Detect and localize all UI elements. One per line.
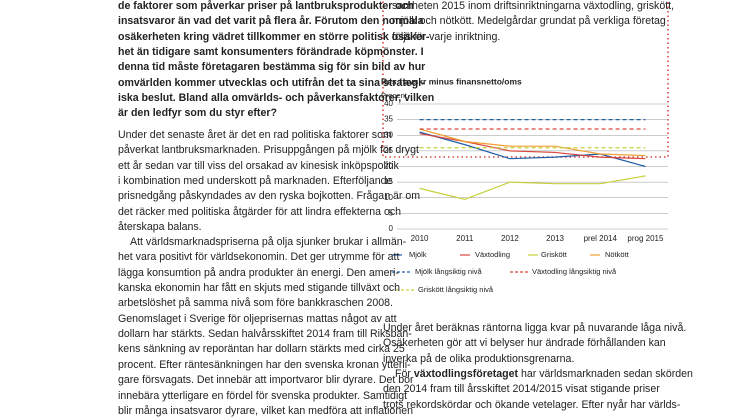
- y-tick-label: 40: [384, 99, 393, 108]
- box-line: följs för varje inriktning.: [392, 30, 501, 43]
- intro-line: är den ledfyr som du styr efter?: [118, 107, 277, 120]
- x-tick-label: 2012: [501, 234, 519, 243]
- body-line: arbetslöshet på samma nivå som före bank…: [118, 297, 393, 310]
- body-line: lägga konsumtion på andra produkter än e…: [118, 266, 399, 279]
- legend-label: Griskött långsiktig nivå: [418, 285, 494, 294]
- legend-label: Växtodling: [475, 250, 510, 259]
- body-line: Under året beräknas räntorna ligga kvar …: [383, 322, 687, 334]
- text-run: har världsmarknaden sedan skörden: [518, 368, 693, 380]
- body-line: gare försvagats. Det innebär att importv…: [118, 374, 414, 387]
- x-tick-label: 2013: [546, 234, 564, 243]
- y-axis-label: Procent: [381, 91, 408, 100]
- body-line: den 2014 fram till årsskiftet 2014/2015 …: [383, 383, 660, 396]
- text-run: För: [395, 368, 414, 380]
- intro-line: omvärlden kommer utvecklas och utifrån d…: [118, 76, 425, 89]
- body-line: innebära ytterligare en fördel för svens…: [118, 389, 408, 402]
- body-line: påverkat lantbruksmarknaden. Prisuppgång…: [118, 144, 419, 157]
- series-line: [419, 133, 646, 160]
- body-line: kanska ekonomin har fått en skjuts med s…: [118, 282, 401, 295]
- text-run: växtodlingsföretaget: [413, 368, 519, 380]
- intro-line: insatsvaror än vad det varit på flera år…: [118, 15, 424, 28]
- legend-label: Nötkött: [605, 250, 630, 259]
- body-line: dollarn har stärkts. Sedan halvårsskifte…: [118, 328, 412, 341]
- series-line: [419, 175, 646, 200]
- body-line: blir många insatsvaror dyrare, vilket ka…: [118, 404, 414, 417]
- y-tick-label: 20: [384, 162, 393, 171]
- x-tick-label: prog 2015: [627, 234, 664, 243]
- y-tick-label: 10: [384, 193, 393, 202]
- body-line: prisnedgång påskyndades av den ryska boj…: [118, 190, 421, 203]
- series-line: [419, 128, 646, 157]
- y-tick-label: 35: [384, 115, 393, 124]
- legend-label: Växtodling långsiktig nivå: [532, 267, 617, 276]
- info-box: [382, 0, 669, 158]
- y-tick-label: 15: [384, 177, 393, 186]
- body-line: Osäkerheten gör att vi belyser hur ändra…: [383, 337, 666, 350]
- y-tick-label: 5: [389, 208, 394, 217]
- y-tick-label: 30: [384, 130, 393, 139]
- intro-line: osäkerheten kring vädret tillkommer en s…: [118, 30, 430, 43]
- intro-line: iska beslut. Bland alla omvärlds- och på…: [118, 92, 435, 105]
- legend-label: Mjölk: [409, 250, 427, 259]
- intro-line: de faktorer som påverkar priser på lantb…: [118, 0, 415, 12]
- body-line: procent. Efter räntesänkningen har den s…: [118, 358, 411, 371]
- body-line: För växtodlingsföretaget har världsmarkn…: [395, 367, 693, 381]
- body-line: i kombination med underskott på marknade…: [118, 175, 393, 188]
- body-line: inverka på de olika produktionsgrenarna.: [383, 352, 575, 365]
- legend-label: Mjölk långsiktig nivå: [415, 267, 483, 276]
- body-line: ett år sedan var till viss del orsakad a…: [118, 159, 399, 172]
- x-tick-label: 2010: [411, 234, 429, 243]
- y-tick-label: 25: [384, 146, 393, 155]
- body-line: det räcker med politiska åtgärder för at…: [118, 205, 402, 218]
- x-tick-label: 2011: [456, 234, 474, 243]
- series-line: [419, 131, 646, 168]
- body-line: Genomslaget i Sverige för oljeprisernas …: [118, 312, 397, 325]
- intro-line: denna tid måste företagaren bestämma sig…: [118, 61, 426, 74]
- x-tick-label: prel 2014: [584, 234, 618, 243]
- body-line: kens sänkning av reporäntan har dollarn …: [118, 343, 405, 356]
- body-line: Att världsmarknadspriserna på olja sjunk…: [130, 236, 407, 248]
- body-line: återskapa balans.: [118, 221, 202, 234]
- box-line: samheten 2015 inom driftsinriktningarna …: [392, 0, 675, 12]
- legend-label: Griskött: [541, 250, 568, 259]
- box-line: mjölk och nötkött. Medelgårdar grundat p…: [392, 15, 666, 28]
- body-line: het vara positivt för världsekonomin. De…: [118, 251, 400, 264]
- y-tick-label: 0: [389, 224, 394, 233]
- chart-title: Res f avskr minus finansnetto/oms: [381, 76, 522, 86]
- intro-line: het än tidigare samt konsumenters föränd…: [118, 46, 424, 59]
- body-line: Under det senaste året är det en rad pol…: [118, 129, 392, 141]
- body-line: trots rekordskördar och ökande vetelager…: [383, 398, 681, 411]
